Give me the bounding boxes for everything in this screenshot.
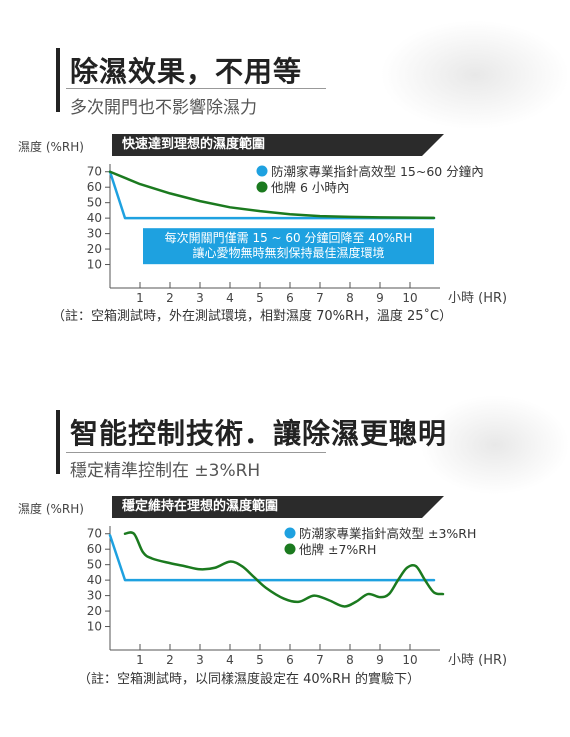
series-line-blue bbox=[108, 534, 436, 582]
x-tick-label: 6 bbox=[286, 653, 294, 667]
annotation-box bbox=[143, 228, 434, 265]
section2-heading-bar bbox=[56, 410, 60, 474]
legend-label: 防潮家專業指針高效型 ±3%RH bbox=[299, 526, 476, 541]
x-tick-label: 2 bbox=[166, 291, 174, 305]
legend-marker bbox=[256, 181, 268, 193]
y-tick-label: 40 bbox=[87, 573, 102, 587]
y-tick-label: 40 bbox=[87, 211, 102, 225]
legend-label: 防潮家專業指針高效型 15~60 分鐘內 bbox=[271, 164, 484, 179]
x-tick-label: 4 bbox=[226, 291, 234, 305]
x-tick-label: 8 bbox=[346, 653, 354, 667]
section2-subtitle: 穩定精準控制在 ±3%RH bbox=[70, 461, 261, 481]
x-tick-label: 2 bbox=[166, 653, 174, 667]
annotation-text: 讓心愛物無時無刻保持最佳濕度環境 bbox=[192, 245, 384, 260]
x-tick-label: 7 bbox=[316, 653, 324, 667]
series-line-green bbox=[108, 170, 436, 220]
x-tick-label: 5 bbox=[256, 653, 264, 667]
x-axis-label: 小時 (HR) bbox=[448, 653, 507, 668]
x-tick-label: 5 bbox=[256, 291, 264, 305]
section1-rule bbox=[66, 88, 326, 89]
x-tick-label: 6 bbox=[286, 291, 294, 305]
y-tick-label: 10 bbox=[87, 620, 102, 634]
section2-note: （註：空箱測試時，以同樣濕度設定在 40%RH 的實驗下） bbox=[78, 672, 420, 687]
legend-marker bbox=[284, 543, 296, 555]
legend-marker bbox=[284, 527, 296, 539]
section2-rule bbox=[66, 452, 326, 453]
x-tick-label: 4 bbox=[226, 653, 234, 667]
x-axis-label: 小時 (HR) bbox=[448, 291, 507, 306]
x-tick-label: 3 bbox=[196, 653, 204, 667]
water-drop-decoration-bottom bbox=[420, 395, 570, 495]
chart2-y-label: 濕度 (%RH) bbox=[18, 502, 84, 516]
y-tick-label: 70 bbox=[87, 527, 102, 541]
x-tick-label: 9 bbox=[376, 291, 384, 305]
y-tick-label: 20 bbox=[87, 242, 102, 256]
y-tick-label: 30 bbox=[87, 589, 102, 603]
x-tick-label: 3 bbox=[196, 291, 204, 305]
chart2-title-tag: 穩定維持在理想的濕度範圍 bbox=[112, 496, 444, 518]
series-line-blue bbox=[108, 170, 436, 220]
section2-title: 智能控制技術．讓除濕更聰明 bbox=[70, 417, 448, 450]
y-tick-label: 50 bbox=[87, 196, 102, 210]
chart1-title-tag: 快速達到理想的濕度範圍 bbox=[112, 134, 444, 156]
y-tick-label: 50 bbox=[87, 558, 102, 572]
section1-title: 除濕效果，不用等 bbox=[70, 55, 303, 88]
x-tick-label: 10 bbox=[402, 291, 417, 305]
annotation-text: 每次開關門僅需 15 ~ 60 分鐘回降至 40%RH bbox=[165, 230, 413, 245]
x-tick-label: 10 bbox=[402, 653, 417, 667]
x-tick-label: 8 bbox=[346, 291, 354, 305]
x-tick-label: 1 bbox=[136, 653, 144, 667]
legend-marker bbox=[256, 165, 268, 177]
section1-subtitle: 多次開門也不影響除濕力 bbox=[70, 98, 257, 118]
y-tick-label: 30 bbox=[87, 227, 102, 241]
x-tick-label: 7 bbox=[316, 291, 324, 305]
x-tick-label: 1 bbox=[136, 291, 144, 305]
section1-heading-bar bbox=[56, 48, 60, 112]
water-drop-decoration-top bbox=[380, 20, 570, 130]
section1-note: （註：空箱測試時，外在測試環境，相對濕度 70%RH，溫度 25˚C） bbox=[52, 309, 453, 324]
y-tick-label: 20 bbox=[87, 604, 102, 618]
chart1-y-label: 濕度 (%RH) bbox=[18, 140, 84, 154]
y-tick-label: 70 bbox=[87, 165, 102, 179]
legend-label: 他牌 ±7%RH bbox=[299, 542, 376, 557]
legend-label: 他牌 6 小時內 bbox=[271, 180, 349, 195]
y-tick-label: 60 bbox=[87, 542, 102, 556]
series-line-green bbox=[123, 531, 445, 608]
y-tick-label: 10 bbox=[87, 258, 102, 272]
x-tick-label: 9 bbox=[376, 653, 384, 667]
y-tick-label: 60 bbox=[87, 180, 102, 194]
